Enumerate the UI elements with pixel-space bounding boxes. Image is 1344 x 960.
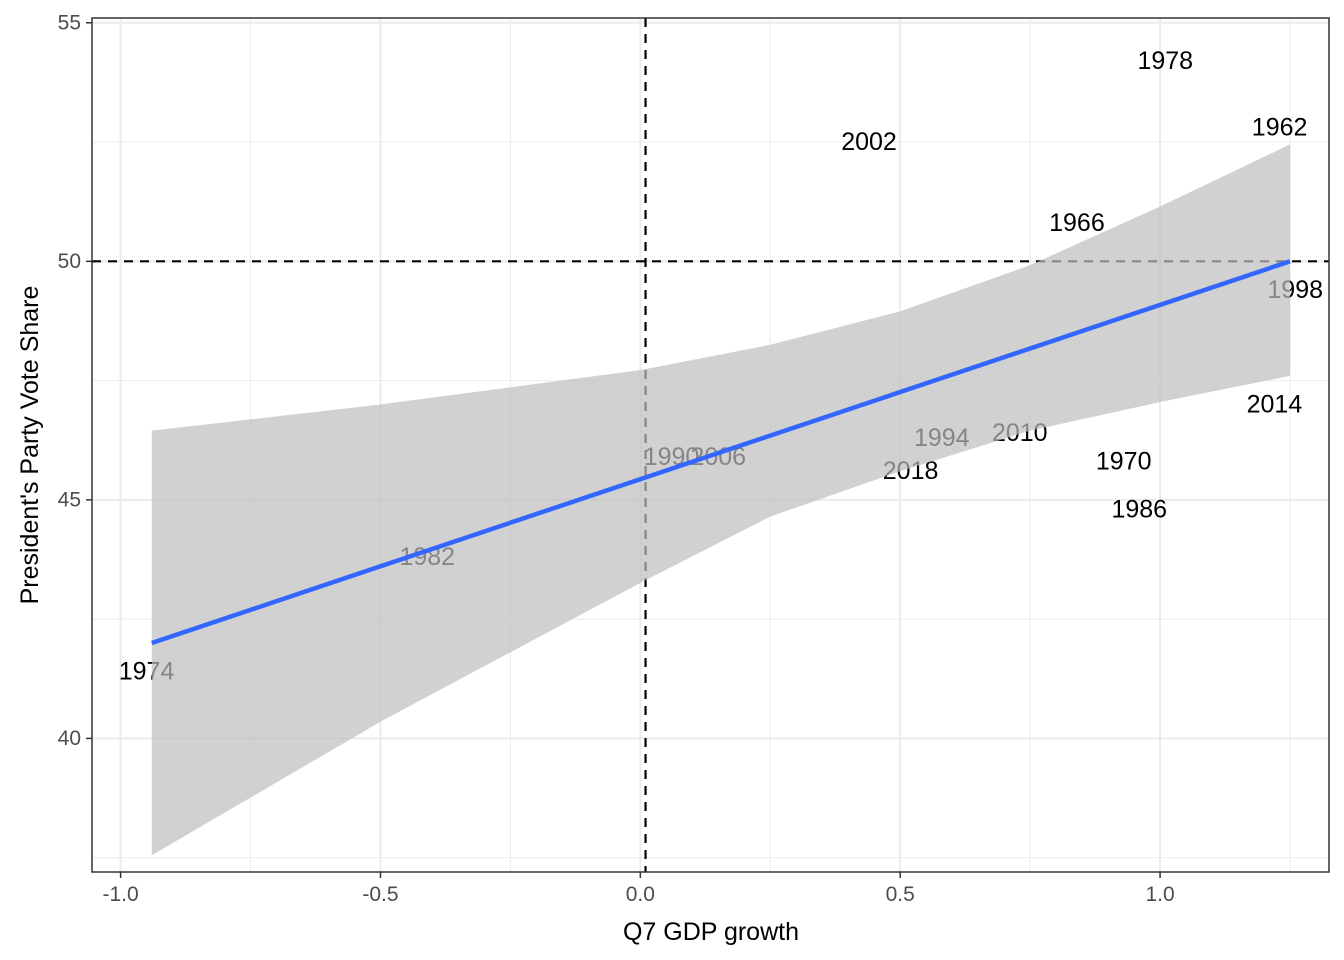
x-tick-label: -1.0	[102, 883, 138, 906]
point-label-2014: 2014	[1247, 390, 1303, 418]
x-tick-label: 1.0	[1145, 883, 1174, 906]
panel-border	[91, 17, 1330, 873]
point-label-1986: 1986	[1111, 495, 1167, 523]
y-tick-label: 40	[58, 727, 81, 750]
y-tick-label: 50	[58, 250, 81, 273]
point-label-1962: 1962	[1252, 114, 1308, 142]
axes: -1.0 -0.5 0.0 0.5 1.0 40 45 50 55	[58, 11, 1330, 906]
x-axis-title: Q7 GDP growth	[623, 918, 799, 946]
point-label-1970: 1970	[1096, 448, 1152, 476]
y-tick-label: 45	[58, 488, 81, 511]
confidence-band	[151, 144, 1291, 856]
point-label-1966: 1966	[1049, 209, 1105, 237]
regression-line	[151, 259, 1291, 646]
x-tick-label: 0.0	[626, 883, 655, 906]
point-label-2002: 2002	[841, 128, 897, 156]
x-tick-label: -0.5	[362, 883, 398, 906]
point-label-1978: 1978	[1137, 47, 1193, 75]
y-tick-label: 55	[58, 11, 81, 34]
y-axis-title: President's Party Vote Share	[16, 286, 44, 605]
x-tick-label: 0.5	[886, 883, 915, 906]
plot-panel: 1962196619701974197819821986199019941998…	[92, 18, 1329, 872]
